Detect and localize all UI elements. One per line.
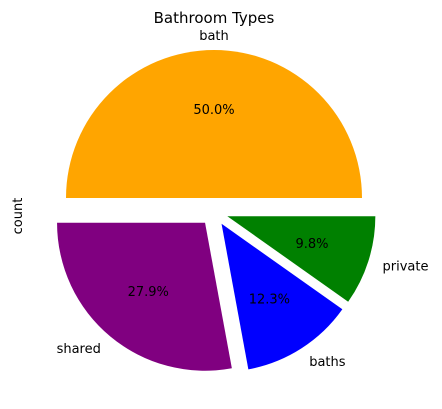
- pie-slices: [57, 50, 376, 371]
- category-label-shared: shared: [57, 342, 101, 357]
- pct-label-bath: 50.0%: [193, 103, 234, 118]
- pie-slice-private: [227, 216, 376, 302]
- pie-labels: 50.0% bath 27.9% shared 12.3% baths 9.8% privat…: [57, 29, 429, 370]
- y-axis-label: count: [11, 198, 26, 235]
- category-label-private: private: [382, 260, 428, 275]
- pct-label-shared: 27.9%: [128, 285, 169, 300]
- pct-label-baths: 12.3%: [249, 293, 290, 308]
- pct-label-private: 9.8%: [295, 237, 328, 252]
- pie-slice-bath: [66, 50, 362, 198]
- chart-title: Bathroom Types: [154, 9, 275, 27]
- pie-slice-shared: [57, 222, 232, 371]
- category-label-baths: baths: [309, 355, 346, 370]
- pie-slice-baths: [221, 223, 343, 370]
- category-label-bath: bath: [199, 29, 229, 44]
